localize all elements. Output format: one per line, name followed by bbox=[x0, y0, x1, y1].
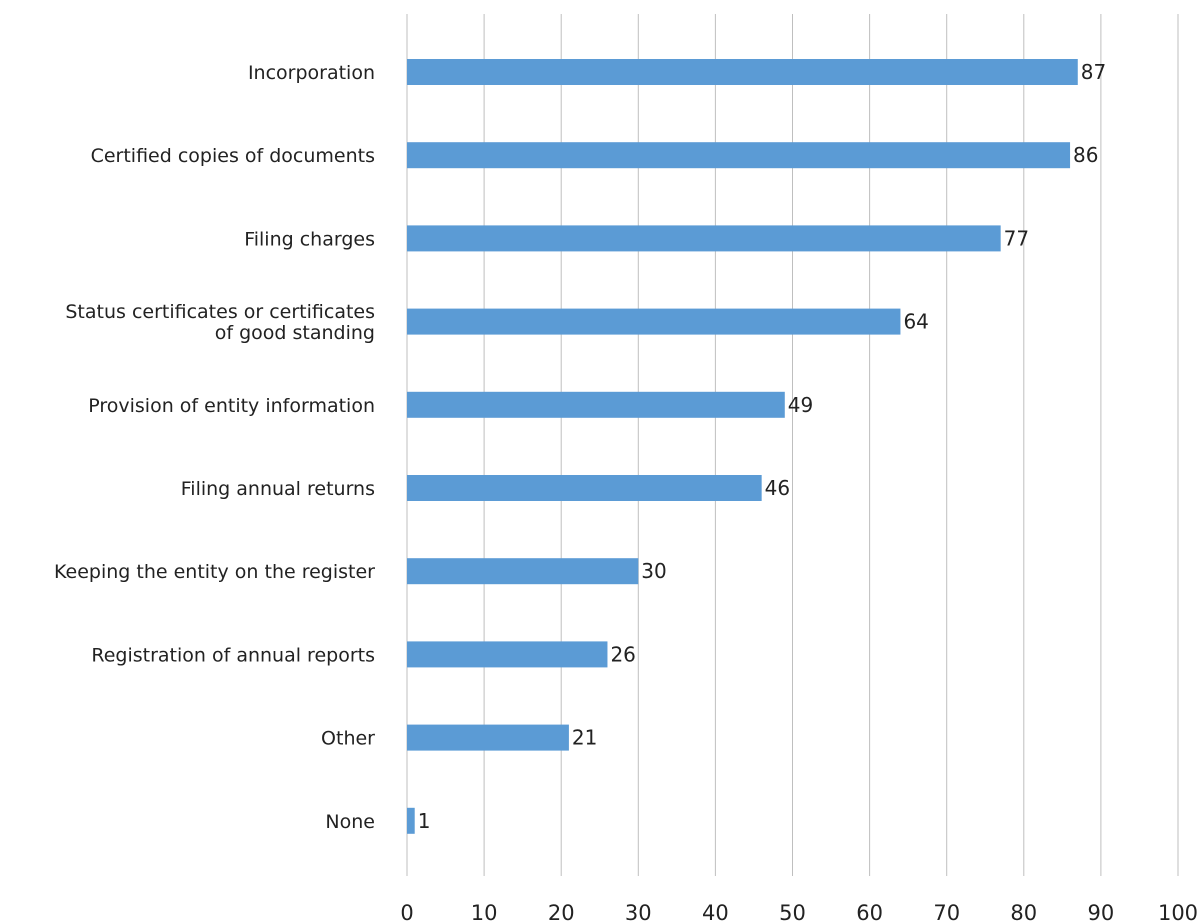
data-labels: 87 86 77 64 49 46 30 26 21 1 bbox=[418, 60, 1107, 833]
x-tick-label: 30 bbox=[625, 901, 652, 924]
data-label: 21 bbox=[572, 726, 597, 750]
x-axis-tick-labels: 0 10 20 30 40 50 60 70 80 90 100 bbox=[400, 901, 1198, 924]
category-label: Filing charges bbox=[244, 228, 375, 250]
data-label: 1 bbox=[418, 809, 431, 833]
data-label: 49 bbox=[788, 393, 813, 417]
category-label: Registration of annual reports bbox=[91, 644, 375, 666]
x-tick-label: 0 bbox=[400, 901, 413, 924]
bar bbox=[407, 558, 639, 585]
x-tick-label: 20 bbox=[548, 901, 575, 924]
x-tick-label: 100 bbox=[1158, 901, 1198, 924]
category-label: Filing annual returns bbox=[181, 478, 375, 500]
bar bbox=[407, 308, 901, 335]
x-tick-label: 60 bbox=[856, 901, 883, 924]
category-labels: Incorporation Certified copies of documen… bbox=[54, 62, 375, 833]
data-label: 26 bbox=[610, 642, 635, 666]
category-label: Status certificates or certificates bbox=[65, 301, 375, 323]
data-label: 86 bbox=[1073, 143, 1098, 167]
x-tick-label: 10 bbox=[471, 901, 498, 924]
data-label: 30 bbox=[641, 559, 666, 583]
bar bbox=[407, 391, 785, 418]
category-label: Incorporation bbox=[248, 62, 375, 84]
x-tick-label: 70 bbox=[933, 901, 960, 924]
data-label: 77 bbox=[1004, 226, 1029, 250]
x-tick-label: 40 bbox=[702, 901, 729, 924]
bars bbox=[407, 59, 1078, 834]
x-tick-label: 90 bbox=[1088, 901, 1115, 924]
bar bbox=[407, 807, 415, 834]
category-label: Keeping the entity on the register bbox=[54, 561, 375, 583]
x-tick-label: 80 bbox=[1010, 901, 1037, 924]
bar bbox=[407, 225, 1001, 252]
bar bbox=[407, 142, 1071, 169]
category-label: Certified copies of documents bbox=[91, 145, 375, 167]
bar bbox=[407, 475, 762, 501]
category-label: None bbox=[325, 811, 375, 833]
category-label: Provision of entity information bbox=[88, 395, 375, 417]
category-label: of good standing bbox=[215, 322, 375, 344]
category-label: Other bbox=[321, 728, 375, 750]
data-label: 46 bbox=[765, 476, 790, 500]
data-label: 64 bbox=[903, 310, 928, 334]
x-tick-label: 50 bbox=[779, 901, 806, 924]
bar bbox=[407, 724, 569, 751]
data-label: 87 bbox=[1081, 60, 1106, 84]
bar bbox=[407, 641, 608, 668]
bar bbox=[407, 59, 1078, 85]
